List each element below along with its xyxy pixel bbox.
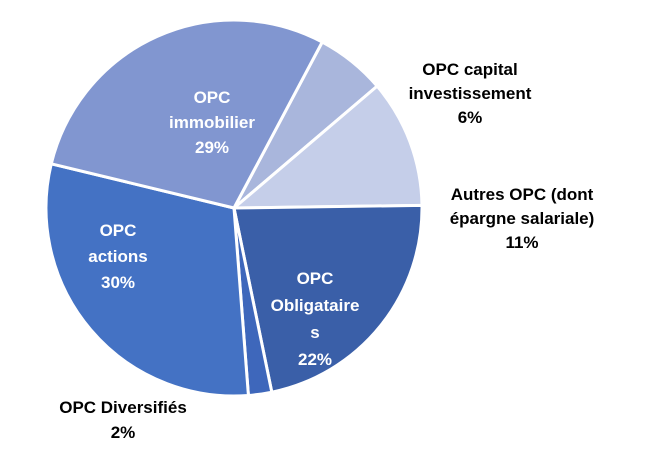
slice-label: OPC actions 30% <box>88 221 148 292</box>
pie-slice <box>232 203 424 394</box>
slice-label: OPC Diversifiés 2% <box>59 398 187 442</box>
slice-percent-label: 22% <box>298 350 332 369</box>
slice-name-label: investissement <box>409 84 532 103</box>
slice-percent-label: 29% <box>195 138 229 157</box>
slice-name-label: Obligataire <box>271 296 360 315</box>
slice-percent-label: 6% <box>458 108 483 127</box>
slice-name-label: OPC <box>297 269 334 288</box>
slice-label: OPC Obligataire s 22% <box>271 269 360 369</box>
pie-slices <box>44 18 424 398</box>
slice-name-label: OPC capital <box>422 60 517 79</box>
slice-label: OPC capital investissement 6% <box>409 60 532 127</box>
slice-name-label: s <box>310 323 319 342</box>
slice-percent-label: 11% <box>505 233 538 252</box>
pie-slice <box>44 162 250 398</box>
slice-name-label: actions <box>88 247 148 266</box>
pie-slice <box>49 18 324 210</box>
slice-name-label: OPC <box>100 221 137 240</box>
pie-slice <box>232 84 424 210</box>
slice-percent-label: 30% <box>101 273 135 292</box>
pie-labels: OPC capital investissement 6% Autres OPC (d… <box>59 60 594 442</box>
slice-label: OPC immobilier 29% <box>169 88 255 157</box>
slice-percent-label: 2% <box>111 423 136 442</box>
slice-label: Autres OPC (dont épargne salariale) 11% <box>450 185 595 252</box>
slice-name-label: OPC Diversifiés <box>59 398 187 417</box>
slice-name-label: immobilier <box>169 113 255 132</box>
slice-name-label: OPC <box>194 88 231 107</box>
slice-name-label: épargne salariale) <box>450 209 595 228</box>
slice-name-label: Autres OPC (dont <box>451 185 594 204</box>
